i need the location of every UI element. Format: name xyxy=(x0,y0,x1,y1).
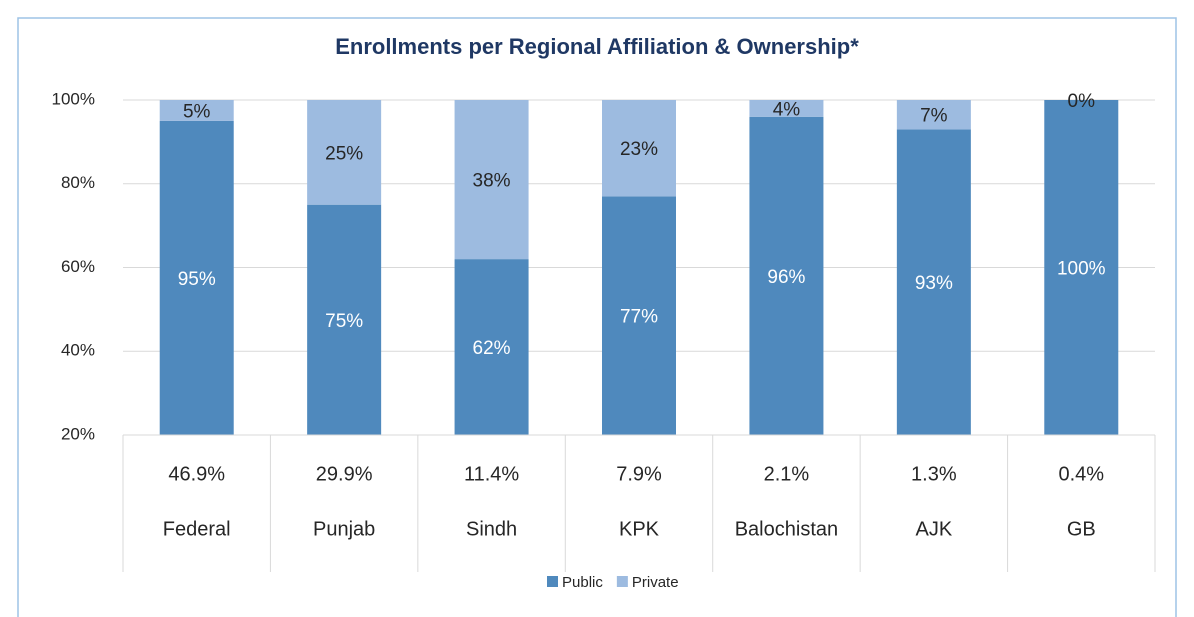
legend-label: Public xyxy=(562,574,603,591)
data-label: 4% xyxy=(773,99,801,120)
data-label: 0% xyxy=(1068,91,1096,112)
bar-segment xyxy=(896,129,971,435)
legend-label: Private xyxy=(632,574,679,591)
data-label: 23% xyxy=(620,139,658,160)
y-tick-label: 100% xyxy=(52,89,95,108)
y-tick-label: 20% xyxy=(61,424,95,443)
x-tick-label: Federal xyxy=(163,518,231,540)
data-label: 96% xyxy=(767,267,805,288)
data-label: 7% xyxy=(920,106,948,127)
bar-segment xyxy=(159,120,234,435)
share-label: 7.9% xyxy=(616,463,662,485)
data-label: 77% xyxy=(620,307,658,328)
share-label: 1.3% xyxy=(911,463,957,485)
bar-segment xyxy=(602,100,676,197)
bar-segment xyxy=(454,259,529,435)
x-tick-label: Punjab xyxy=(313,518,375,540)
bar-segment xyxy=(896,100,971,130)
bar-segment xyxy=(1044,100,1119,435)
bar-segment xyxy=(307,204,382,435)
share-label: 0.4% xyxy=(1058,463,1104,485)
share-label: 29.9% xyxy=(316,463,373,485)
y-tick-label: 40% xyxy=(61,341,95,360)
data-label: 62% xyxy=(473,338,511,359)
bar-segment xyxy=(454,100,529,260)
data-label: 25% xyxy=(325,143,363,164)
bar-segment xyxy=(749,100,824,117)
frame xyxy=(17,17,1177,617)
data-label: 38% xyxy=(473,171,511,192)
legend-swatch xyxy=(547,576,558,587)
chart-title: Enrollments per Regional Affiliation & O… xyxy=(335,34,859,59)
x-tick-label: AJK xyxy=(916,518,953,540)
y-tick-label: 60% xyxy=(61,257,95,276)
data-label: 5% xyxy=(183,101,211,122)
x-tick-label: Sindh xyxy=(466,518,517,540)
x-tick-label: GB xyxy=(1067,518,1096,540)
bar-segment xyxy=(307,100,382,205)
share-label: 2.1% xyxy=(764,463,810,485)
data-label: 93% xyxy=(915,273,953,294)
share-label: 11.4% xyxy=(464,463,519,485)
share-label: 46.9% xyxy=(168,463,225,485)
y-tick-label: 80% xyxy=(61,173,95,192)
data-label: 100% xyxy=(1057,259,1106,280)
legend-swatch xyxy=(616,576,628,587)
bar-segment xyxy=(602,196,676,435)
bar-segment xyxy=(159,100,234,121)
bar-segment xyxy=(749,116,824,435)
x-tick-label: Balochistan xyxy=(735,518,838,540)
data-label: 75% xyxy=(325,311,363,332)
x-tick-label: KPK xyxy=(619,518,660,540)
data-label: 95% xyxy=(178,269,216,290)
